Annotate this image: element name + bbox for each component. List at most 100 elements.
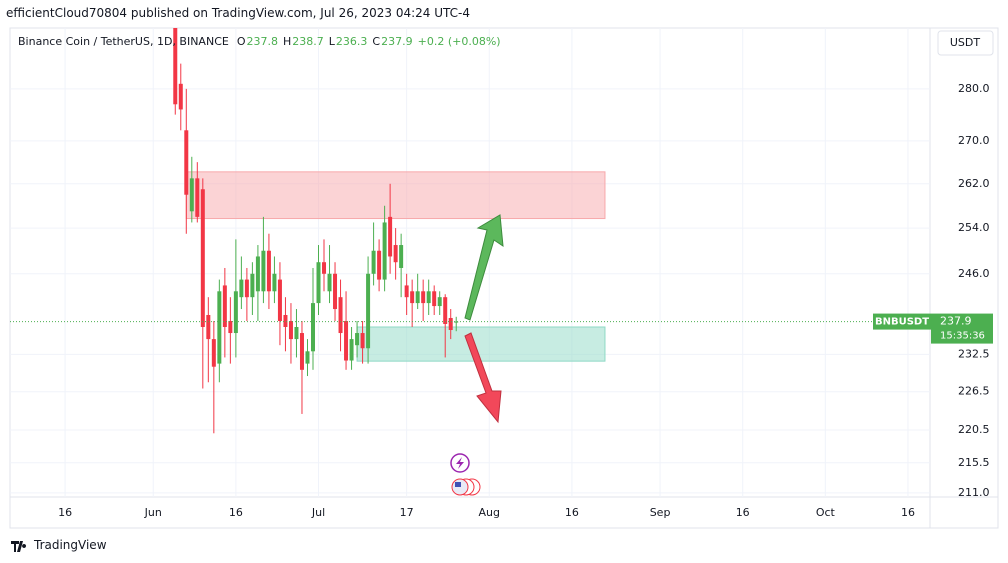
plot-area: [10, 28, 930, 434]
price-tag-value: 237.9: [940, 315, 972, 328]
candle-body: [366, 273, 371, 349]
publish-info: efficientCloud70804 published on Trading…: [6, 6, 470, 20]
candle-body: [266, 250, 271, 292]
candle-body: [255, 256, 260, 292]
candle-body: [443, 297, 448, 324]
ohlc-value: 236.3: [336, 35, 368, 48]
candle-body: [404, 285, 409, 298]
x-tick-label: 16: [736, 506, 750, 519]
candle-body: [454, 321, 459, 323]
candle-body: [206, 314, 211, 340]
flag-canton: [455, 482, 461, 487]
candle-body: [393, 245, 398, 263]
candle-body: [233, 291, 238, 334]
candle-body: [250, 273, 255, 298]
y-tick-label: 246.0: [958, 267, 990, 280]
ohlc-value: 238.7: [292, 35, 324, 48]
x-tick-label: 16: [58, 506, 72, 519]
symbol-tag-text: BNBUSDT: [875, 317, 929, 328]
zone: [185, 171, 606, 220]
y-tick-label: 220.5: [958, 423, 990, 436]
candle-body: [371, 250, 376, 274]
candle-body: [388, 216, 393, 257]
candle-body: [327, 273, 332, 292]
chart-frame: [9, 27, 999, 529]
countdown: 15:35:36: [940, 331, 985, 342]
candle-body: [355, 333, 360, 346]
candle-body: [178, 83, 183, 110]
candle-body: [195, 178, 200, 217]
x-tick-label: Oct: [816, 506, 836, 519]
legend: Binance Coin / TetherUS, 1D, BINANCE O 23…: [18, 35, 501, 48]
x-tick-label: 16: [229, 506, 243, 519]
candle-body: [239, 279, 244, 298]
candle-body: [283, 314, 288, 327]
candle-body: [360, 333, 365, 349]
y-tick-label: 226.5: [958, 385, 990, 398]
ohlc-value: 237.8: [247, 35, 279, 48]
candle-body: [228, 320, 233, 334]
candle-body: [294, 326, 299, 340]
candle-body: [211, 339, 216, 367]
ohlc-value: 237.9: [381, 35, 413, 48]
candle-body: [200, 189, 205, 327]
grid: [10, 28, 930, 497]
candle-body: [322, 262, 327, 274]
currency[interactable]: USDT: [950, 36, 981, 49]
candle-body: [277, 279, 282, 321]
zone: [356, 326, 606, 362]
symbol: Binance Coin / TetherUS, 1D, BINANCE: [18, 35, 229, 48]
candle-body: [333, 273, 338, 310]
candle-body: [217, 291, 222, 364]
candle-body: [344, 320, 349, 361]
y-tick-label: 280.0: [958, 82, 990, 95]
candle-body: [189, 178, 194, 212]
up-arrow: [464, 214, 504, 321]
ohlc-label: L: [329, 35, 336, 48]
y-tick-label: 254.0: [958, 221, 990, 234]
y-tick-label: 211.0: [958, 486, 990, 499]
candle-body: [316, 262, 321, 304]
ohlc-label: H: [283, 35, 291, 48]
candle-body: [410, 291, 415, 304]
footer-brand: TradingView: [34, 538, 107, 552]
ohlc-label: C: [372, 35, 380, 48]
candle-body: [349, 339, 354, 361]
candle-body: [299, 333, 304, 370]
candle-body: [448, 317, 453, 331]
x-tick-label: Jul: [311, 506, 325, 519]
down-arrow: [464, 332, 502, 424]
candle-body: [244, 279, 249, 298]
candle-body: [426, 291, 431, 304]
candle-body: [338, 297, 343, 334]
candle-body: [288, 320, 293, 340]
candle-body: [173, 28, 178, 105]
candle-body: [377, 250, 382, 280]
candle-body: [184, 130, 189, 195]
y-tick-label: 270.0: [958, 134, 990, 147]
candle-body: [310, 303, 315, 352]
candle-body: [382, 222, 387, 280]
symbol-tag: [873, 313, 931, 330]
candle-body: [261, 250, 266, 292]
currency-button[interactable]: [937, 30, 994, 56]
candle-body: [305, 351, 310, 364]
y-tick-label: 232.5: [958, 347, 990, 360]
price-tag: [931, 313, 993, 344]
tv-logo: [11, 541, 27, 552]
lightning: [456, 457, 464, 469]
candle-body: [399, 245, 404, 268]
candle-body: [272, 273, 277, 292]
y-tick-label: 215.5: [958, 456, 990, 469]
x-tick-label: Sep: [650, 506, 671, 519]
x-tick-label: Jun: [144, 506, 162, 519]
x-tick-label: 17: [400, 506, 414, 519]
candle-body: [415, 291, 420, 304]
candle-body: [437, 297, 442, 307]
candle-body: [222, 285, 227, 327]
y-tick-label: 262.0: [958, 177, 990, 190]
x-tick-label: 16: [901, 506, 915, 519]
x-tick-label: Aug: [479, 506, 500, 519]
